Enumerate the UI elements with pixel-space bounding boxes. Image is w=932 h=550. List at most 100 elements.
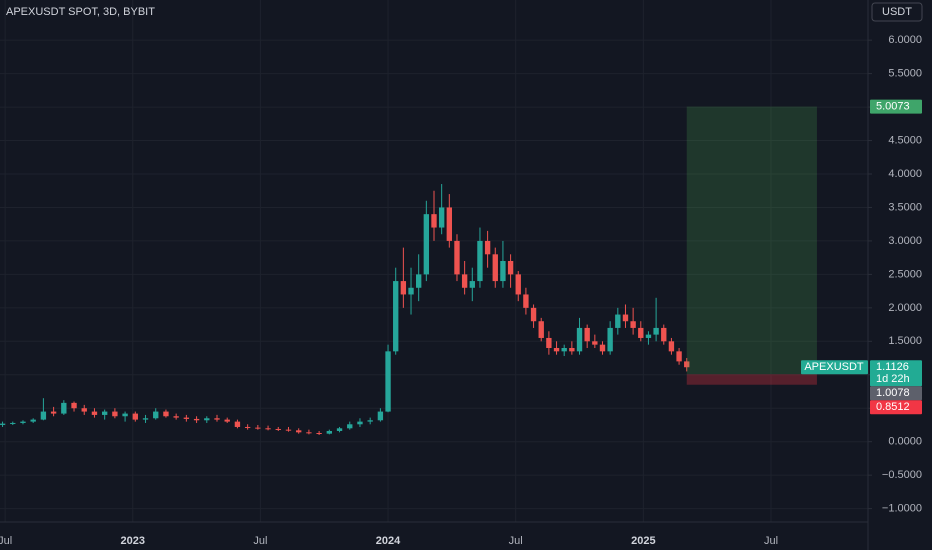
symbol-label: APEXUSDT bbox=[804, 361, 864, 373]
chart-title: APEXUSDT SPOT, 3D, BYBIT bbox=[6, 6, 155, 18]
candle-body bbox=[622, 314, 629, 322]
candle-body bbox=[10, 422, 16, 424]
y-tick-label: 0.0000 bbox=[888, 436, 922, 448]
candle-body bbox=[112, 411, 118, 417]
y-tick-label: 2.5000 bbox=[888, 268, 922, 280]
candle-body bbox=[183, 417, 190, 419]
candle-body bbox=[630, 321, 636, 328]
target-tag bbox=[870, 99, 922, 114]
candle-body bbox=[265, 428, 271, 430]
candle-body bbox=[645, 334, 652, 338]
candle-body bbox=[615, 314, 621, 328]
candle-body bbox=[385, 351, 391, 412]
candle-body bbox=[275, 428, 281, 430]
candle-body bbox=[61, 402, 67, 414]
candle-body bbox=[477, 240, 483, 282]
stop-tag bbox=[870, 400, 922, 415]
candle-body bbox=[357, 421, 363, 425]
candle-body bbox=[661, 327, 667, 342]
currency-label[interactable]: USDT bbox=[882, 6, 912, 18]
y-tick-label: −1.0000 bbox=[882, 503, 922, 515]
y-tick-label: 3.0000 bbox=[888, 235, 922, 247]
x-tick-label: 2025 bbox=[631, 535, 655, 547]
entry-tag bbox=[870, 386, 922, 401]
axes: 6.00005.50005.00004.50004.00003.50003.00… bbox=[0, 34, 922, 547]
x-tick-label: Jul bbox=[0, 535, 12, 547]
candle-body bbox=[81, 408, 87, 412]
candle-body bbox=[132, 413, 138, 420]
candle-body bbox=[592, 341, 598, 345]
candle-body bbox=[285, 429, 292, 431]
candle-body bbox=[163, 411, 169, 417]
candle-body bbox=[224, 419, 230, 422]
symbol-tag bbox=[801, 360, 868, 375]
candle-body bbox=[142, 418, 149, 420]
candle-body bbox=[638, 327, 644, 338]
currency-button[interactable] bbox=[871, 2, 923, 22]
candle-body bbox=[50, 411, 57, 414]
candle-body bbox=[438, 207, 445, 228]
target-tag-label: 5.0073 bbox=[876, 100, 910, 112]
candle-body bbox=[244, 426, 251, 428]
candle-body bbox=[101, 411, 108, 415]
candle-body bbox=[653, 327, 659, 335]
candle-body bbox=[316, 432, 322, 434]
candle-body bbox=[71, 402, 77, 409]
x-tick-label: 2023 bbox=[121, 535, 145, 547]
candle-body bbox=[336, 428, 343, 431]
x-tick-label: Jul bbox=[509, 535, 523, 547]
candle-body bbox=[30, 419, 36, 422]
y-tick-label: 4.5000 bbox=[888, 134, 922, 146]
candle-body bbox=[607, 327, 613, 352]
candle-body bbox=[393, 281, 399, 352]
loss-zone bbox=[686, 374, 817, 385]
candle-body bbox=[416, 274, 422, 288]
candle-body bbox=[347, 424, 353, 429]
candle-body bbox=[0, 423, 6, 425]
candle-body bbox=[530, 307, 537, 322]
candle-body bbox=[469, 281, 475, 288]
candle-body bbox=[668, 341, 675, 352]
stop-tag-label: 0.8512 bbox=[876, 401, 910, 413]
candle-body bbox=[546, 337, 552, 348]
candle-body bbox=[492, 254, 498, 282]
candle-body bbox=[676, 351, 682, 362]
candle-body bbox=[408, 287, 414, 295]
candle-body bbox=[446, 207, 452, 241]
candle-body bbox=[20, 421, 26, 423]
candle-body bbox=[515, 274, 521, 295]
marks bbox=[0, 106, 817, 435]
candle-body bbox=[500, 261, 506, 282]
candle-body bbox=[454, 240, 460, 275]
last-price-tag bbox=[870, 360, 922, 387]
candle-body bbox=[431, 214, 437, 228]
candle-body bbox=[507, 261, 514, 275]
candle-body bbox=[367, 420, 373, 422]
candle-body bbox=[326, 430, 333, 434]
candle-body bbox=[173, 416, 179, 418]
y-tick-label: 1.5000 bbox=[888, 335, 922, 347]
candle-body bbox=[193, 418, 200, 421]
y-tick-label: 2.0000 bbox=[888, 302, 922, 314]
candle-body bbox=[461, 274, 468, 288]
candle-body bbox=[214, 418, 220, 420]
candle-body bbox=[377, 411, 384, 421]
entry-tag-label: 1.0078 bbox=[876, 387, 910, 399]
candle-body bbox=[296, 430, 302, 433]
candle-body bbox=[599, 344, 606, 352]
candle-body bbox=[255, 427, 261, 429]
candle-body bbox=[91, 411, 98, 415]
candle-body bbox=[40, 411, 47, 420]
y-tick-label: 4.0000 bbox=[888, 168, 922, 180]
candle-body bbox=[584, 327, 590, 342]
candle-body bbox=[484, 240, 491, 255]
grid bbox=[0, 0, 868, 522]
y-tick-label: 5.5000 bbox=[888, 68, 922, 80]
candle-body bbox=[553, 348, 560, 352]
profit-zone bbox=[686, 106, 817, 375]
y-tick-label: 6.0000 bbox=[888, 34, 922, 46]
candle-body bbox=[400, 281, 407, 295]
last-price-tag-label: 1.1126 bbox=[876, 361, 909, 373]
